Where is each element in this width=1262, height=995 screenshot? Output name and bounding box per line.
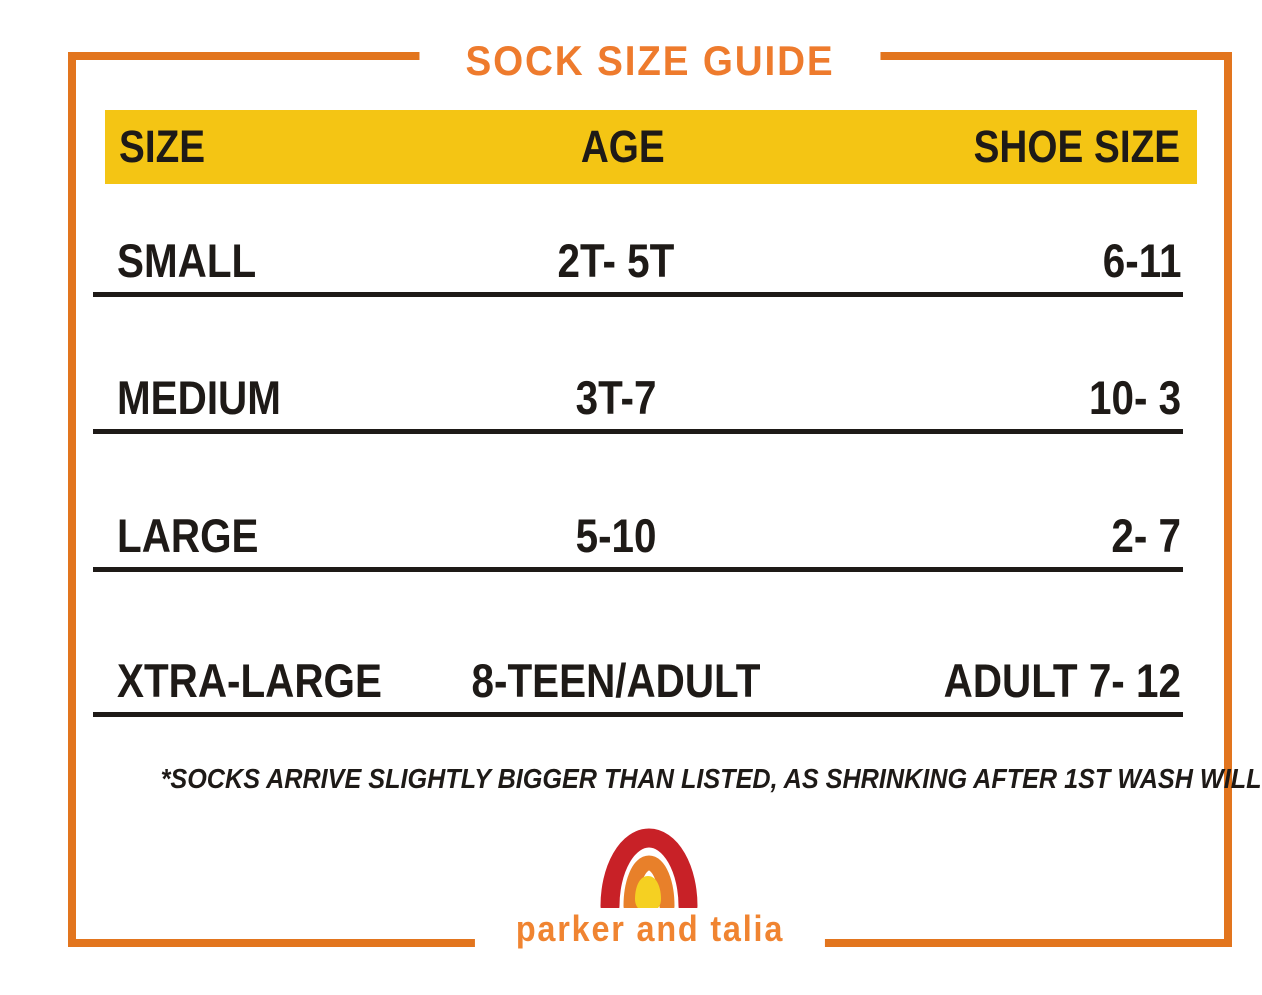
age-cell: 5-10 <box>575 509 657 562</box>
card-border <box>68 52 1232 947</box>
age-cell: 2T- 5T <box>557 234 675 287</box>
table-row-xtra-large: XTRA-LARGE 8-TEEN/ADULT ADULT 7- 12 <box>93 648 1183 717</box>
shoe-size-cell: 10- 3 <box>1088 371 1181 424</box>
page-title-text: SOCK SIZE GUIDE <box>465 37 835 84</box>
size-cell: SMALL <box>117 234 257 287</box>
table-row-small: SMALL 2T- 5T 6-11 <box>93 228 1183 297</box>
rainbow-outer-arch <box>600 828 698 916</box>
size-cell: LARGE <box>117 509 259 562</box>
table-row-large: LARGE 5-10 2- 7 <box>93 503 1183 572</box>
age-cell: 8-TEEN/ADULT <box>471 654 761 707</box>
page-title: SOCK SIZE GUIDE <box>419 36 881 96</box>
table-row-medium: MEDIUM 3T-7 10- 3 <box>93 365 1183 434</box>
rainbow-inner-arch <box>623 855 675 914</box>
age-cell: 3T-7 <box>575 371 657 424</box>
column-header-size: SIZE <box>119 121 206 172</box>
shrink-disclaimer: *SOCKS ARRIVE SLIGHTLY BIGGER THAN LISTE… <box>160 763 1262 794</box>
size-cell: XTRA-LARGE <box>117 654 382 707</box>
shoe-size-cell: 6-11 <box>1102 234 1181 287</box>
rainbow-logo-icon <box>600 828 698 916</box>
size-cell: MEDIUM <box>117 371 281 424</box>
table-header-row: SIZE AGE SHOE SIZE <box>105 110 1197 184</box>
brand-name: parker and talia <box>474 908 826 958</box>
column-header-shoe-size: SHOE SIZE <box>973 121 1180 172</box>
shoe-size-cell: 2- 7 <box>1111 509 1181 562</box>
brand-name-text: parker and talia <box>515 908 785 949</box>
shoe-size-cell: ADULT 7- 12 <box>943 654 1181 707</box>
rainbow-sun-blob <box>635 876 661 912</box>
column-header-age: AGE <box>581 121 665 172</box>
